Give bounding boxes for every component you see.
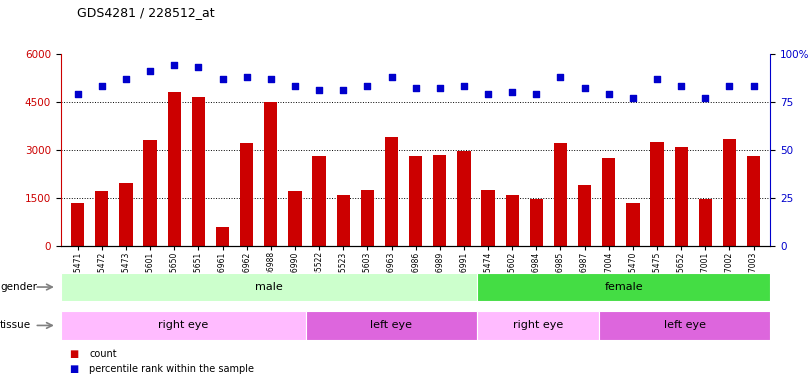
Bar <box>457 151 470 246</box>
Point <box>603 91 616 97</box>
Point <box>530 91 543 97</box>
Bar <box>144 140 157 246</box>
Text: percentile rank within the sample: percentile rank within the sample <box>89 364 254 374</box>
Point <box>240 74 253 80</box>
Bar <box>650 142 663 246</box>
Point <box>578 85 591 91</box>
Point <box>168 62 181 68</box>
Text: right eye: right eye <box>158 320 208 331</box>
Point <box>312 87 325 93</box>
Bar <box>264 102 277 246</box>
Bar <box>723 139 736 246</box>
Text: tissue: tissue <box>0 320 31 331</box>
Bar <box>747 156 760 246</box>
Point <box>723 83 736 89</box>
Bar <box>578 185 591 246</box>
Point <box>71 91 84 97</box>
Point <box>506 89 519 95</box>
Text: male: male <box>255 282 283 292</box>
Bar <box>312 156 326 246</box>
Point <box>119 76 132 82</box>
Bar <box>626 203 640 246</box>
Bar <box>433 155 446 246</box>
Point <box>482 91 495 97</box>
Point <box>385 74 398 80</box>
Bar <box>698 199 712 246</box>
Point <box>747 83 760 89</box>
Bar <box>409 156 423 246</box>
Bar <box>71 203 84 246</box>
Point <box>96 83 109 89</box>
Bar <box>95 191 109 246</box>
Point <box>675 83 688 89</box>
Point <box>361 83 374 89</box>
Bar <box>337 195 350 246</box>
Bar <box>554 143 567 246</box>
Text: ■: ■ <box>69 364 78 374</box>
Bar <box>602 158 616 246</box>
Bar <box>191 97 205 246</box>
Bar <box>61 311 306 340</box>
Text: ■: ■ <box>69 349 78 359</box>
Point <box>289 83 302 89</box>
Text: female: female <box>604 282 643 292</box>
Point <box>192 64 205 70</box>
Text: count: count <box>89 349 117 359</box>
Bar <box>306 311 477 340</box>
Bar <box>168 92 181 246</box>
Text: GDS4281 / 228512_at: GDS4281 / 228512_at <box>77 6 215 19</box>
Point <box>699 95 712 101</box>
Bar <box>530 199 543 246</box>
Bar <box>482 190 495 246</box>
Point <box>144 68 157 74</box>
Point <box>409 85 422 91</box>
Bar <box>599 311 770 340</box>
Bar <box>240 143 253 246</box>
Bar <box>477 273 770 301</box>
Bar <box>477 311 599 340</box>
Bar <box>119 184 133 246</box>
Bar <box>385 137 398 246</box>
Text: left eye: left eye <box>370 320 412 331</box>
Point <box>457 83 470 89</box>
Bar <box>361 190 374 246</box>
Bar <box>505 195 519 246</box>
Bar <box>289 191 302 246</box>
Text: left eye: left eye <box>664 320 706 331</box>
Text: right eye: right eye <box>513 320 563 331</box>
Point <box>554 74 567 80</box>
Point <box>216 76 229 82</box>
Point <box>650 76 663 82</box>
Bar <box>216 227 230 246</box>
Bar <box>61 273 477 301</box>
Point <box>264 76 277 82</box>
Point <box>626 95 639 101</box>
Point <box>433 85 446 91</box>
Bar <box>675 147 688 246</box>
Text: gender: gender <box>0 282 37 292</box>
Point <box>337 87 350 93</box>
